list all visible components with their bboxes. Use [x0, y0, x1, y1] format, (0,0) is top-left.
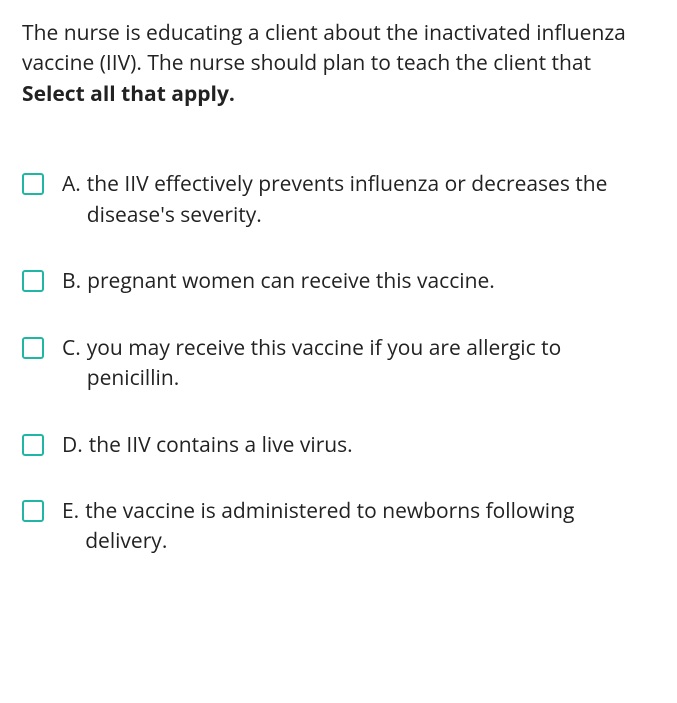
option-text: E. the vaccine is administered to newbor…	[62, 496, 655, 557]
option-row: B. pregnant women can receive this vacci…	[22, 266, 655, 296]
checkbox-b[interactable]	[22, 270, 44, 292]
option-text: D. the IIV contains a live virus.	[62, 430, 655, 460]
option-letter: E.	[62, 496, 79, 557]
option-text: B. pregnant women can receive this vacci…	[62, 266, 655, 296]
question-stem-bold: Select all that apply.	[22, 80, 235, 108]
option-body: you may receive this vaccine if you are …	[87, 333, 655, 394]
checkbox-d[interactable]	[22, 434, 44, 456]
option-text: C. you may receive this vaccine if you a…	[62, 333, 655, 394]
option-letter: C.	[62, 333, 81, 394]
option-row: A. the IIV effectively prevents influenz…	[22, 169, 655, 230]
options-list: A. the IIV effectively prevents influenz…	[22, 169, 655, 557]
option-letter: B.	[62, 266, 81, 296]
option-letter: A.	[62, 169, 81, 230]
option-letter: D.	[62, 430, 83, 460]
question-stem: The nurse is educating a client about th…	[22, 18, 655, 109]
option-text: A. the IIV effectively prevents influenz…	[62, 169, 655, 230]
option-body: the IIV contains a live virus.	[89, 430, 655, 460]
checkbox-a[interactable]	[22, 173, 44, 195]
checkbox-e[interactable]	[22, 500, 44, 522]
option-row: C. you may receive this vaccine if you a…	[22, 333, 655, 394]
option-body: pregnant women can receive this vaccine.	[87, 266, 655, 296]
question-stem-text: The nurse is educating a client about th…	[22, 19, 626, 77]
option-row: E. the vaccine is administered to newbor…	[22, 496, 655, 557]
checkbox-c[interactable]	[22, 337, 44, 359]
option-row: D. the IIV contains a live virus.	[22, 430, 655, 460]
option-body: the IIV effectively prevents influenza o…	[87, 169, 655, 230]
option-body: the vaccine is administered to newborns …	[85, 496, 655, 557]
